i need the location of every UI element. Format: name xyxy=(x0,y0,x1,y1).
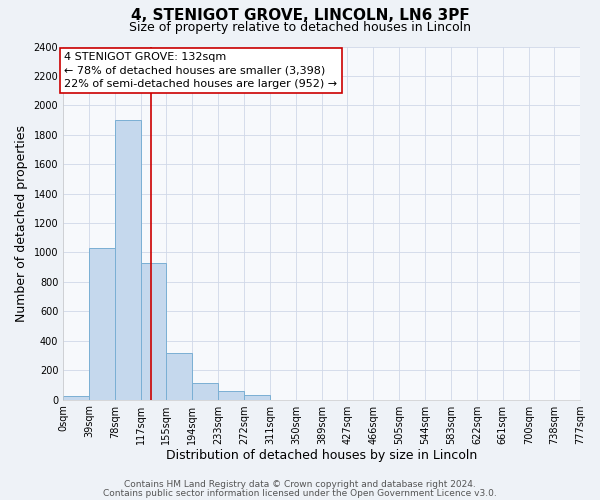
X-axis label: Distribution of detached houses by size in Lincoln: Distribution of detached houses by size … xyxy=(166,450,477,462)
Text: 4 STENIGOT GROVE: 132sqm
← 78% of detached houses are smaller (3,398)
22% of sem: 4 STENIGOT GROVE: 132sqm ← 78% of detach… xyxy=(64,52,338,89)
Text: Size of property relative to detached houses in Lincoln: Size of property relative to detached ho… xyxy=(129,21,471,34)
Bar xyxy=(218,392,244,400)
Text: Contains HM Land Registry data © Crown copyright and database right 2024.: Contains HM Land Registry data © Crown c… xyxy=(124,480,476,489)
Bar xyxy=(63,396,89,400)
Bar xyxy=(166,352,192,400)
Text: Contains public sector information licensed under the Open Government Licence v3: Contains public sector information licen… xyxy=(103,488,497,498)
Bar xyxy=(141,263,166,400)
Bar xyxy=(192,384,218,400)
Bar xyxy=(115,120,141,400)
Y-axis label: Number of detached properties: Number of detached properties xyxy=(15,124,28,322)
Bar xyxy=(89,248,115,400)
Bar xyxy=(244,395,270,400)
Text: 4, STENIGOT GROVE, LINCOLN, LN6 3PF: 4, STENIGOT GROVE, LINCOLN, LN6 3PF xyxy=(131,8,469,22)
